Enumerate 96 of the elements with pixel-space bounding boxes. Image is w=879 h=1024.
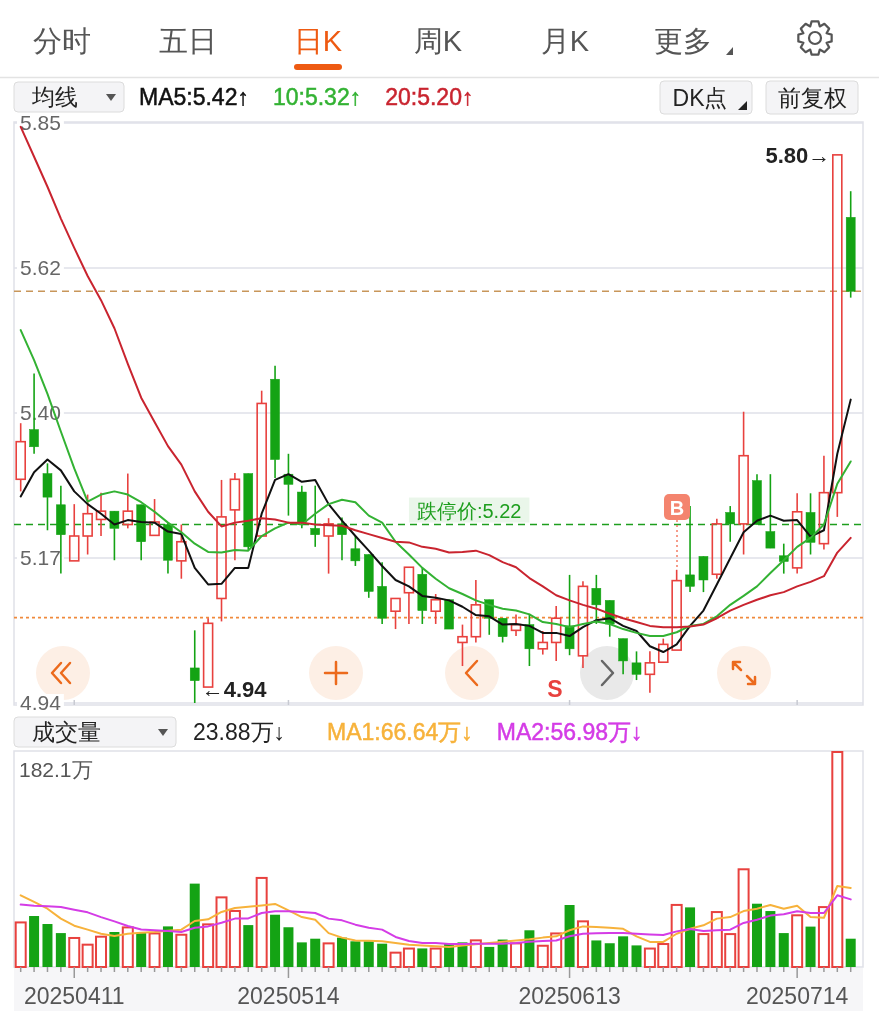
bar: [310, 938, 321, 967]
bar: [685, 907, 696, 967]
chart-title: 均线: [31, 84, 78, 110]
bar: [243, 925, 254, 967]
annotation: B: [669, 497, 685, 519]
bar: [737, 868, 750, 968]
candlestick: [216, 479, 227, 623]
candlestick: [42, 462, 53, 532]
text: 23.88万↓: [193, 719, 286, 745]
bar: [109, 932, 120, 967]
candlestick: [738, 410, 749, 556]
x-tick-label: 20250514: [237, 983, 340, 1009]
candlestick: [310, 484, 320, 548]
candlestick: [711, 518, 723, 580]
bar: [845, 938, 856, 967]
bar: [765, 911, 776, 967]
bar: [336, 937, 347, 967]
text: 分时: [33, 25, 91, 57]
bar: [363, 941, 374, 967]
text: 20:5.20↑: [385, 84, 474, 110]
bar: [429, 947, 442, 968]
bar: [175, 933, 188, 968]
bar: [55, 933, 66, 967]
bar: [189, 883, 200, 967]
bar: [270, 914, 281, 967]
bar: [42, 924, 53, 967]
x-tick-label: 20250411: [23, 983, 125, 1009]
bar: [631, 945, 642, 967]
bar: [202, 923, 215, 968]
bar: [670, 903, 683, 968]
text: 日K: [293, 25, 343, 57]
y-tick-label: 5.62: [20, 256, 61, 279]
bar: [29, 916, 40, 967]
candlestick: [818, 454, 830, 551]
bar: [283, 927, 294, 967]
candlestick: [510, 613, 522, 637]
text: 前复权: [777, 85, 847, 111]
candlestick: [229, 472, 241, 562]
bar: [296, 942, 307, 967]
y-tick-label: 5.85: [20, 111, 61, 134]
bar: [255, 876, 268, 968]
candlestick: [791, 492, 803, 575]
bar: [791, 914, 804, 968]
candlestick: [618, 637, 628, 676]
bar: [417, 948, 428, 967]
text: MA2:56.98万↓: [496, 719, 643, 745]
candlestick: [550, 605, 562, 662]
candlestick: [537, 630, 549, 656]
annotation: 5.80→: [765, 142, 831, 168]
text: 更多: [654, 25, 712, 57]
bar: [68, 936, 81, 968]
y-tick-label: 5.17: [20, 546, 61, 569]
candlestick: [283, 452, 294, 517]
chart-title: 成交量: [32, 719, 101, 745]
ref-line-label: 跌停价:5.22: [416, 499, 522, 522]
bar: [322, 942, 335, 968]
annotation: S: [547, 676, 563, 702]
candlestick: [577, 580, 589, 669]
text: 月K: [540, 25, 590, 57]
bar: [148, 932, 161, 968]
line-series: [19, 329, 852, 638]
bar: [510, 942, 523, 968]
candlestick: [95, 491, 107, 537]
candlestick: [189, 629, 200, 704]
bar: [469, 939, 482, 968]
bar: [136, 933, 147, 967]
bar: [14, 921, 27, 968]
bar: [604, 943, 615, 967]
bar: [805, 926, 816, 967]
text: 10:5.32↑: [272, 84, 362, 110]
y-tick-label: 4.94: [20, 691, 62, 714]
bar: [576, 920, 589, 968]
x-tick-label: 20250613: [518, 983, 621, 1009]
bar: [121, 926, 134, 968]
candlestick: [644, 650, 656, 694]
bar: [591, 940, 602, 967]
text: 五日: [159, 25, 217, 57]
candlestick: [122, 472, 134, 530]
text: 周K: [413, 25, 463, 57]
bar: [778, 933, 789, 967]
bar: [484, 946, 495, 967]
text: MA5:5.42↑: [139, 84, 249, 110]
bar: [697, 933, 710, 968]
text: DK点: [672, 85, 728, 111]
bar: [618, 936, 629, 967]
bar: [751, 903, 762, 967]
bar: [377, 943, 388, 967]
bar: [162, 926, 173, 967]
bar: [564, 905, 575, 967]
bar: [350, 941, 361, 967]
annotation: ←4.94: [201, 677, 268, 702]
candlestick: [591, 574, 602, 625]
x-tick-label: 20250714: [745, 983, 849, 1009]
annotation: 182.1万: [19, 758, 93, 781]
text: MA1:66.64万↓: [327, 719, 473, 745]
candlestick: [15, 422, 26, 493]
